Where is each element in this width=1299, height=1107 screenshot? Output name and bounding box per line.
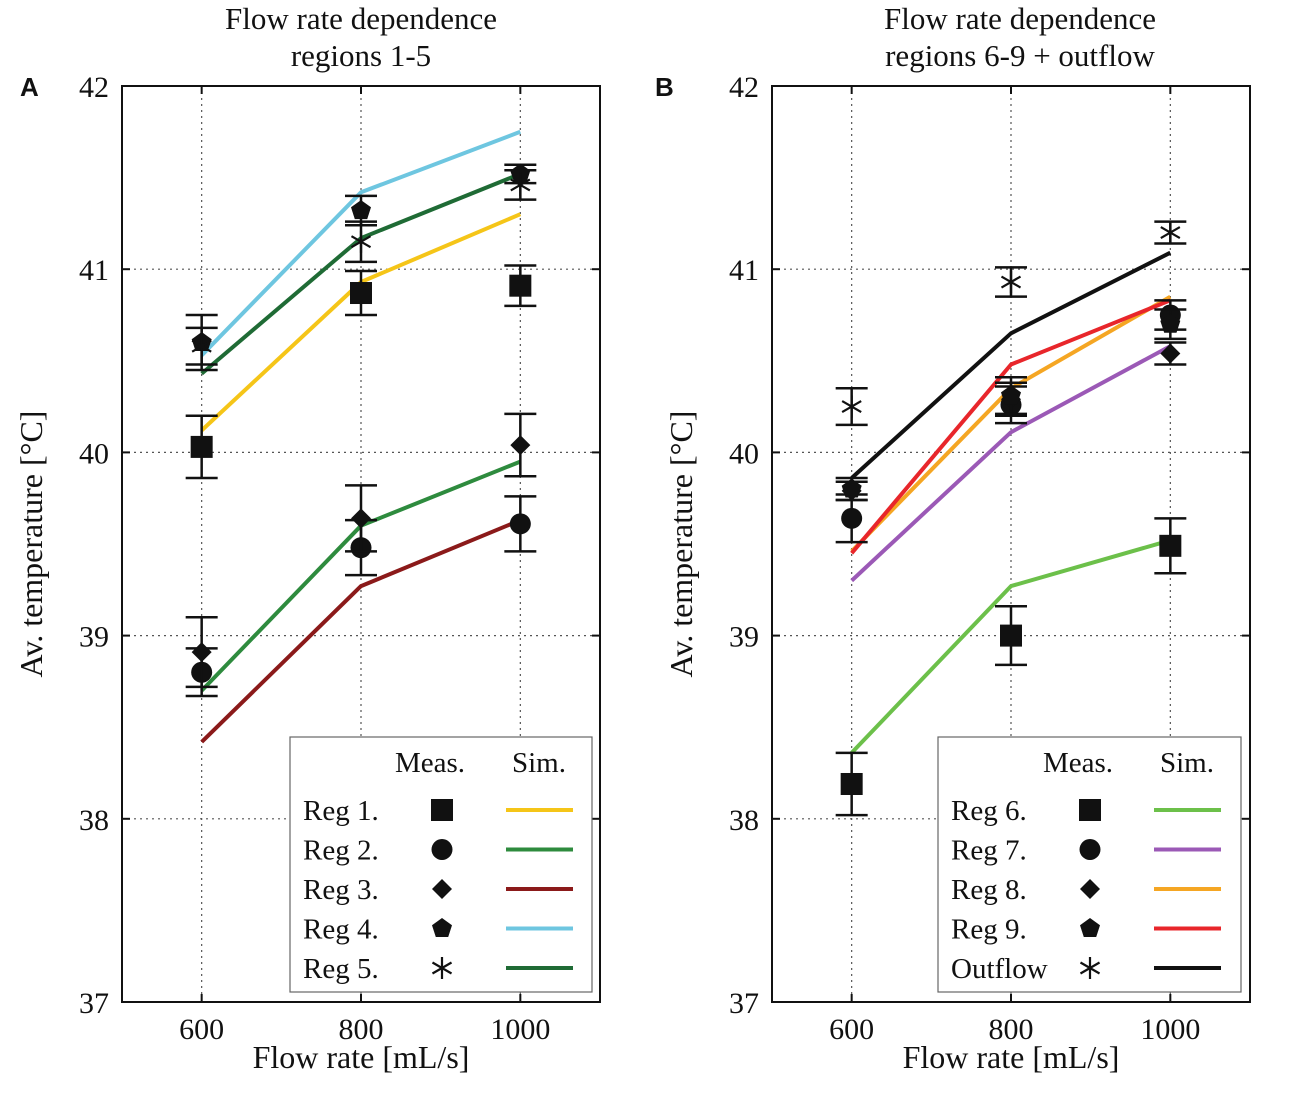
panel-b-point-4-600 [841,478,862,498]
panel-b-point-2-600 [841,507,863,529]
panel-a-point-5-600 [191,335,212,358]
panel-b-title-line-1: Flow rate dependence [884,1,1156,36]
panel-b-sim-line-5 [850,250,1172,480]
panel-b-ytick-label-38: 38 [729,804,759,837]
panel-a-point-1-1000 [509,274,532,297]
panel-a-ytick-label-37: 37 [79,987,109,1020]
panel-a-legend-header-sim: Sim. [512,747,566,779]
panel-b-legend-box [937,736,1242,993]
panel-a-ytick-label-41: 41 [79,254,109,287]
panel-b-legend-header-sim: Sim. [1160,747,1214,779]
panel-b-point-4-1000 [1160,313,1181,333]
panel-a-xtick-label-800: 800 [339,1013,384,1046]
panel-b-sim-line-1 [850,538,1171,755]
panel-a-point-1-800 [350,282,372,305]
panel-b-sim-line-2 [850,344,1172,583]
panel-b-point-3-1000 [1160,343,1181,364]
panel-a-ylabel: Av. temperature [°C] [13,411,49,678]
panel-a-ytick-label-39: 39 [79,621,109,654]
panel-a-meas-series-5 [185,169,537,366]
panel-a-meas-series-3 [185,412,537,689]
panel-a-point-4-800 [351,200,371,220]
panel-b-xlabel: Flow rate [mL/s] [903,1039,1120,1075]
panel-b-legend-marker-3 [1080,879,1100,899]
panel-b-ytick-label-39: 39 [729,621,759,654]
panel-a-ytick-label-38: 38 [79,804,109,837]
panel-a-legend-label-3: Reg 3. [303,874,379,906]
panel-b-legend-label-2: Reg 7. [951,835,1027,867]
panel-a-sim-line-3 [200,518,522,744]
panel-a-legend-label-5: Reg 5. [303,953,379,985]
panel-b-legend-label-5: Outflow [951,953,1048,985]
panel-b-xtick-label-1000: 1000 [1140,1013,1200,1046]
panel-b-point-5-800 [1000,271,1022,294]
panel-b-plot-frame [771,85,1251,1003]
panel-a-ytick-label-42: 42 [79,71,109,104]
panel-b-meas-series-1 [835,517,1187,817]
panel-b-legend-label-3: Reg 8. [951,874,1027,906]
panel-a-legend-marker-3 [432,879,452,899]
panel-b-legend-label-4: Reg 9. [951,914,1027,946]
panel-b-legend-marker-4 [1080,918,1100,937]
panel-b-legend: Meas. Sim. Reg 6. Reg 7. Reg 8. Reg 9. Outflow [937,736,1242,993]
panel-b-meas-series-4 [835,308,1187,502]
panel-a-title-line-2: regions 1-5 [291,38,431,73]
panel-b-sim-line-4 [850,298,1172,555]
panel-b-ytick-label-40: 40 [729,437,759,470]
panel-b-point-5-600 [841,395,862,418]
panel-a-point-1-600 [190,435,213,458]
panel-b-point-5-1000 [1160,221,1181,244]
panel-a-point-5-800 [350,230,372,253]
panel-b-point-4-800 [1001,385,1021,405]
panel-a-sim-line-4 [200,129,522,357]
panel-b-letter: B [655,72,674,102]
panel-b-xtick-label-600: 600 [829,1013,874,1046]
panel-b-point-1-800 [1000,624,1022,647]
panel-a-plot-frame [121,85,601,1003]
panel-a-legend-header-meas: Meas. [395,747,465,779]
panel-b-xtick-label-800: 800 [989,1013,1034,1046]
panel-a-point-2-1000 [509,513,531,535]
panel-a-meas-series-1 [185,264,537,480]
panel-b-legend-marker-2 [1079,839,1101,860]
panel-a-legend: Meas. Sim. Reg 1. Reg 2. Reg 3. Reg 4. Reg 5. [289,736,593,993]
panel-a-legend-box [289,736,593,993]
panel-a-ytick-label-40: 40 [79,437,109,470]
panel-b-ytick-label-37: 37 [729,987,759,1020]
panel-a-point-3-800 [351,508,371,529]
panel-a-legend-label-1: Reg 1. [303,795,379,827]
panel-a-xlabel: Flow rate [mL/s] [253,1039,470,1075]
panel-b-legend-label-1: Reg 6. [951,795,1027,827]
panel-a-letter: A [20,72,39,102]
panel-a-legend-marker-5 [431,957,453,979]
panel-b-ytick-label-41: 41 [729,254,759,287]
panel-a-xtick-label-600: 600 [179,1013,224,1046]
panel-b-ylabel: Av. temperature [°C] [663,411,699,678]
panel-a-title-line-1: Flow rate dependence [225,1,497,36]
panel-a-point-3-1000 [510,435,531,456]
panel-b-point-1-1000 [1159,534,1182,557]
panel-a-legend-label-2: Reg 2. [303,835,379,867]
panel-b-title-line-2: regions 6-9 + outflow [885,38,1155,73]
panel-b-meas-series-5 [835,220,1187,427]
panel-a-point-5-1000 [510,173,531,196]
panel-b-legend-header-meas: Meas. [1043,747,1113,779]
panel-a-point-3-600 [191,642,212,663]
panel-b-legend-marker-1 [1079,799,1101,821]
panel-b-ytick-label-42: 42 [729,71,759,104]
panel-a-legend-marker-2 [431,839,453,860]
panel-a-legend-label-4: Reg 4. [303,914,379,946]
panel-a-xtick-label-1000: 1000 [490,1013,550,1046]
panel-b-point-1-600 [840,772,863,795]
panel-b-meas-series-2 [835,299,1187,544]
panel-b-legend-marker-5 [1079,957,1101,979]
panel-a-legend-marker-1 [431,799,453,821]
panel-a-legend-marker-4 [432,918,452,937]
